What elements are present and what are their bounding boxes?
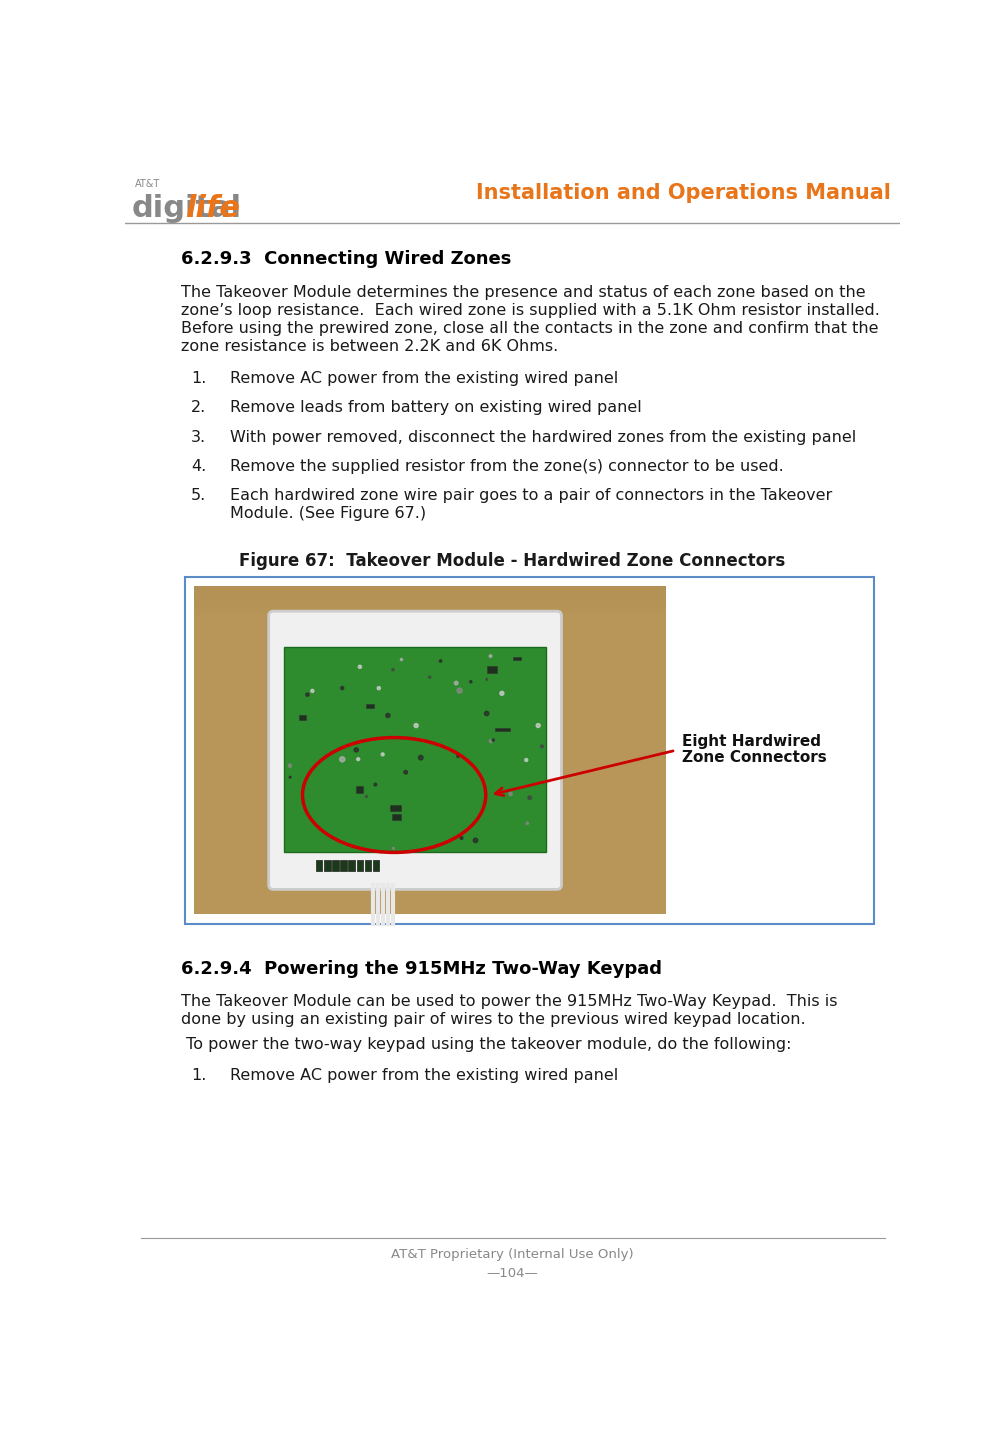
Bar: [194, 613, 666, 618]
Text: Module. (See Figure 67.): Module. (See Figure 67.): [230, 506, 426, 521]
Circle shape: [541, 745, 543, 747]
Text: Eight Hardwired: Eight Hardwired: [682, 733, 821, 749]
Bar: [185, 577, 874, 924]
Text: —104—: —104—: [487, 1267, 538, 1280]
Circle shape: [454, 681, 458, 685]
Bar: [194, 602, 666, 606]
Text: 6.2.9.4  Powering the 915MHz Two-Way Keypad: 6.2.9.4 Powering the 915MHz Two-Way Keyp…: [181, 961, 662, 978]
Circle shape: [429, 677, 431, 678]
Circle shape: [526, 823, 529, 824]
Circle shape: [381, 753, 384, 756]
Text: Zone Connectors: Zone Connectors: [682, 750, 827, 765]
Bar: [348, 860, 355, 872]
Bar: [284, 648, 546, 853]
Circle shape: [341, 687, 344, 690]
Bar: [316, 860, 322, 872]
Circle shape: [358, 665, 362, 668]
Circle shape: [289, 776, 291, 778]
Bar: [340, 860, 347, 872]
Bar: [194, 597, 666, 602]
Circle shape: [311, 690, 314, 693]
Text: 1.: 1.: [191, 371, 206, 387]
Circle shape: [484, 711, 489, 716]
Bar: [299, 714, 306, 720]
Circle shape: [288, 763, 292, 768]
Bar: [332, 860, 339, 872]
Circle shape: [457, 755, 459, 758]
Bar: [373, 860, 379, 872]
Text: With power removed, disconnect the hardwired zones from the existing panel: With power removed, disconnect the hardw…: [230, 430, 856, 444]
Circle shape: [536, 723, 540, 727]
Circle shape: [500, 691, 504, 696]
Circle shape: [354, 747, 358, 752]
Text: Each hardwired zone wire pair goes to a pair of connectors in the Takeover: Each hardwired zone wire pair goes to a …: [230, 488, 832, 504]
Bar: [194, 606, 666, 609]
Circle shape: [386, 713, 390, 717]
Bar: [365, 860, 371, 872]
Bar: [357, 860, 363, 872]
Text: 5.: 5.: [191, 488, 206, 504]
FancyBboxPatch shape: [269, 612, 561, 889]
Text: Figure 67:  Takeover Module - Hardwired Zone Connectors: Figure 67: Takeover Module - Hardwired Z…: [239, 553, 786, 570]
Bar: [194, 609, 666, 613]
Circle shape: [306, 693, 309, 697]
Circle shape: [377, 687, 380, 690]
Circle shape: [374, 784, 377, 786]
Bar: [495, 729, 510, 732]
Circle shape: [340, 756, 345, 762]
Circle shape: [470, 681, 472, 683]
Text: zone’s loop resistance.  Each wired zone is supplied with a 5.1K Ohm resistor in: zone’s loop resistance. Each wired zone …: [181, 303, 880, 317]
Text: 2.: 2.: [191, 400, 206, 416]
Text: Remove the supplied resistor from the zone(s) connector to be used.: Remove the supplied resistor from the zo…: [230, 459, 783, 473]
Text: zone resistance is between 2.2K and 6K Ohms.: zone resistance is between 2.2K and 6K O…: [181, 339, 558, 354]
Text: digital: digital: [131, 193, 241, 224]
Circle shape: [457, 688, 462, 693]
Circle shape: [489, 740, 492, 743]
Circle shape: [419, 755, 423, 760]
Circle shape: [439, 659, 442, 662]
Bar: [356, 786, 363, 794]
Bar: [194, 586, 666, 915]
Text: Before using the prewired zone, close all the contacts in the zone and confirm t: Before using the prewired zone, close al…: [181, 320, 878, 336]
Circle shape: [414, 723, 418, 727]
Circle shape: [473, 838, 478, 843]
Text: 4.: 4.: [191, 459, 206, 473]
Circle shape: [525, 759, 528, 762]
Bar: [487, 665, 497, 672]
Text: done by using an existing pair of wires to the previous wired keypad location.: done by using an existing pair of wires …: [181, 1012, 805, 1026]
Bar: [390, 805, 401, 811]
Bar: [513, 657, 521, 661]
Text: The Takeover Module can be used to power the 915MHz Two-Way Keypad.  This is: The Takeover Module can be used to power…: [181, 994, 837, 1009]
Text: Installation and Operations Manual: Installation and Operations Manual: [476, 183, 891, 203]
Bar: [194, 595, 666, 597]
Text: To power the two-way keypad using the takeover module, do the following:: To power the two-way keypad using the ta…: [181, 1038, 791, 1052]
Bar: [194, 590, 666, 595]
Text: 3.: 3.: [191, 430, 206, 444]
Text: AT&T Proprietary (Internal Use Only): AT&T Proprietary (Internal Use Only): [391, 1248, 634, 1261]
Circle shape: [509, 792, 512, 795]
Bar: [324, 860, 331, 872]
Circle shape: [357, 758, 360, 760]
Text: The Takeover Module determines the presence and status of each zone based on the: The Takeover Module determines the prese…: [181, 284, 865, 300]
Text: 6.2.9.3  Connecting Wired Zones: 6.2.9.3 Connecting Wired Zones: [181, 250, 511, 268]
Text: AT&T: AT&T: [135, 179, 160, 189]
Circle shape: [393, 847, 394, 850]
Circle shape: [489, 655, 492, 658]
Circle shape: [365, 795, 367, 798]
Text: life: life: [185, 193, 240, 224]
Bar: [392, 814, 401, 820]
Text: 1.: 1.: [191, 1068, 206, 1084]
Circle shape: [486, 678, 488, 680]
Circle shape: [392, 668, 394, 671]
Circle shape: [528, 797, 532, 799]
Circle shape: [460, 837, 463, 840]
Text: Remove AC power from the existing wired panel: Remove AC power from the existing wired …: [230, 1068, 618, 1084]
Bar: [366, 704, 374, 707]
Circle shape: [492, 739, 494, 742]
Circle shape: [404, 771, 407, 773]
Bar: [194, 586, 666, 590]
Text: Remove AC power from the existing wired panel: Remove AC power from the existing wired …: [230, 371, 618, 387]
Text: Remove leads from battery on existing wired panel: Remove leads from battery on existing wi…: [230, 400, 641, 416]
Circle shape: [400, 658, 403, 661]
